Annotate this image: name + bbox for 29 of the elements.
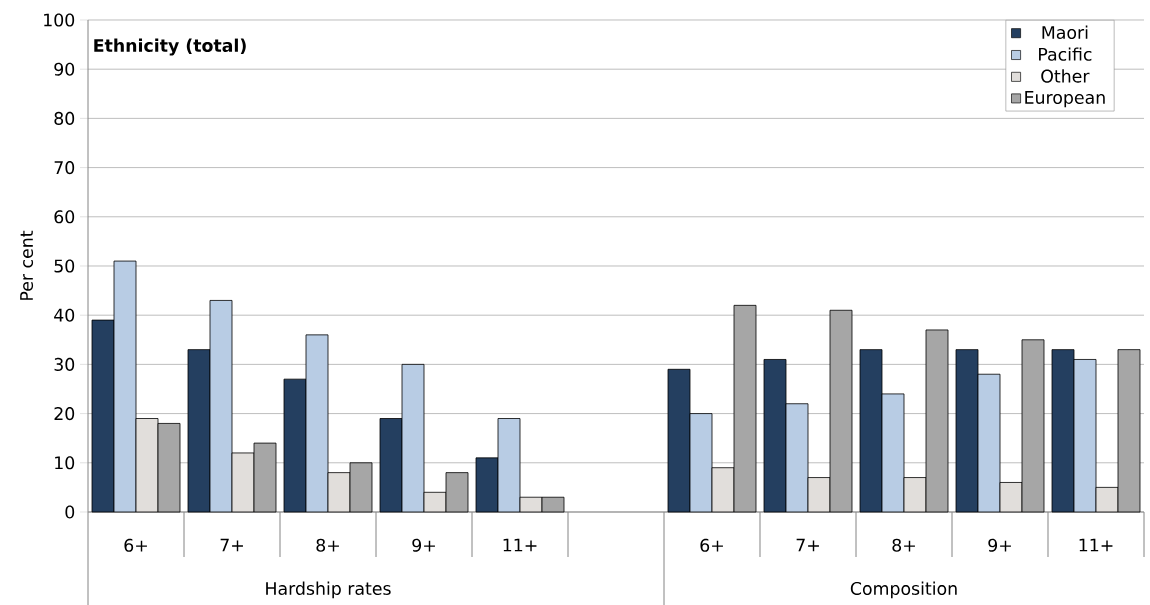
y-tick-label: 40 — [54, 308, 75, 322]
legend-label: Other — [1041, 69, 1090, 83]
x-tick-label: 7+ — [220, 538, 243, 552]
y-tick-label: 70 — [54, 161, 75, 175]
x-tick-label: 9+ — [988, 538, 1011, 552]
text: Hardship rates — [266, 581, 391, 599]
y-tick-label: 100 — [44, 13, 75, 27]
y-tick-label: 50 — [54, 259, 75, 273]
y-axis-title: Per cent — [20, 230, 34, 300]
text: Ethnicity (total) — [94, 38, 246, 56]
y-tick-label: 10 — [55, 456, 75, 470]
x-tick-label: 11+ — [503, 538, 537, 552]
x-tick-label: 9+ — [412, 538, 435, 552]
x-tick-label: 11+ — [1079, 538, 1113, 552]
legend-label: Maori — [1042, 25, 1088, 40]
y-tick-label: 80 — [54, 111, 75, 125]
y-tick-label: 20 — [54, 407, 75, 421]
text: Composition — [850, 581, 957, 599]
x-tick-label: 8+ — [892, 538, 915, 552]
x-tick-label: 6+ — [124, 538, 147, 552]
legend-label: European — [1025, 91, 1105, 108]
legend-label: Pacific — [1039, 47, 1092, 61]
x-tick-label: 8+ — [316, 538, 339, 552]
y-tick-label: 90 — [54, 62, 75, 76]
x-tick-label: 6+ — [700, 538, 723, 552]
x-tick-label: 7+ — [796, 538, 819, 552]
y-tick-label: 30 — [54, 357, 75, 371]
y-tick-label: 60 — [54, 210, 75, 224]
y-tick-label: 0 — [65, 505, 75, 519]
